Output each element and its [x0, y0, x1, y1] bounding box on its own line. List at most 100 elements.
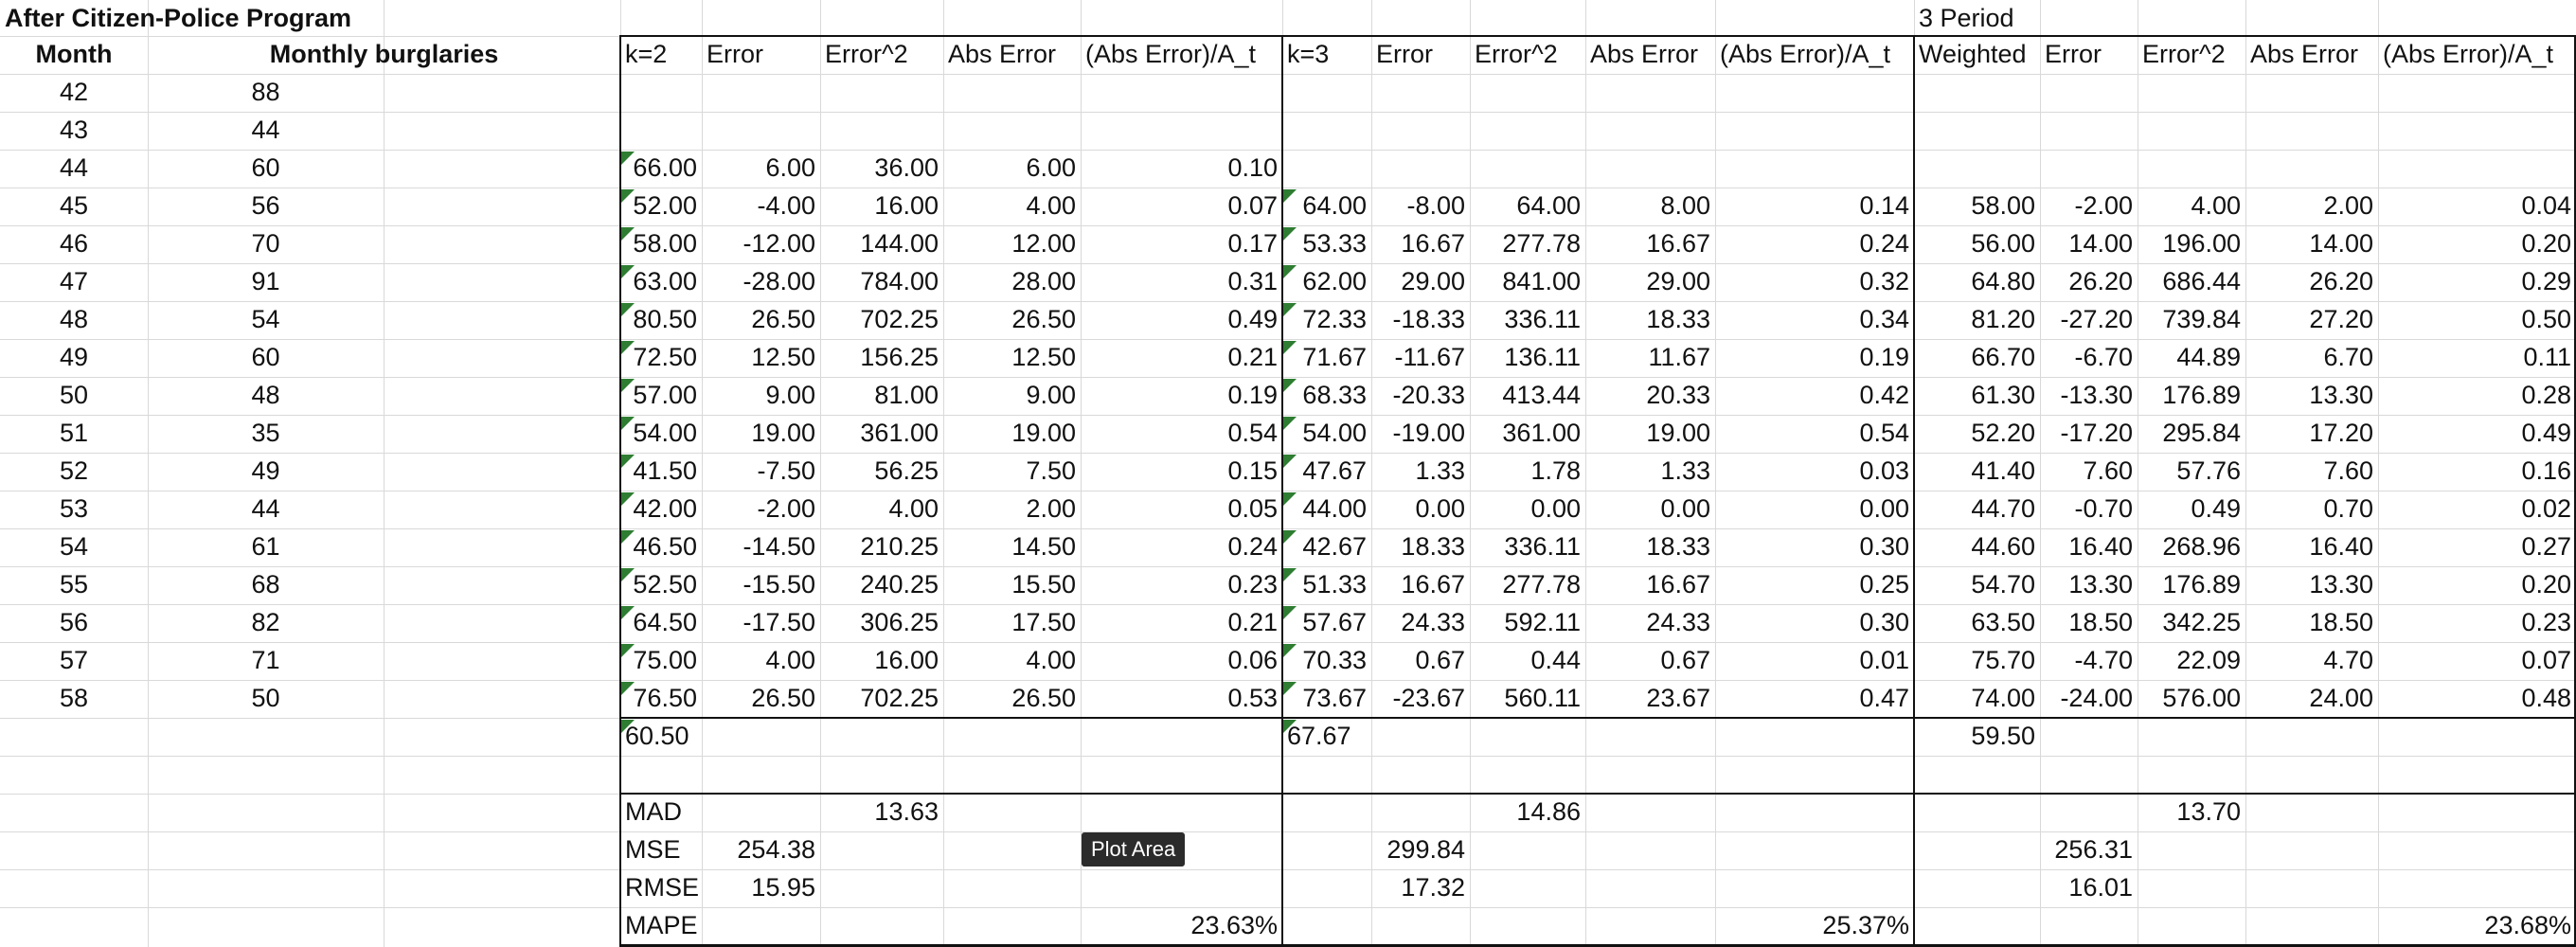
- burglaries-cell[interactable]: 82: [251, 608, 280, 636]
- forecast-cell[interactable]: 336.11: [1504, 305, 1581, 333]
- forecast-cell[interactable]: 0.67: [1415, 646, 1465, 674]
- forecast-cell[interactable]: 26.50: [751, 305, 815, 333]
- forecast-cell[interactable]: 16.67: [1646, 229, 1710, 258]
- forecast-cell[interactable]: 14.00: [2309, 229, 2373, 258]
- forecast-cell[interactable]: 0.00: [1415, 494, 1465, 523]
- forecast-cell[interactable]: 0.07: [2521, 646, 2571, 674]
- forecast-cell[interactable]: 4.00: [2191, 191, 2241, 220]
- column-header[interactable]: Error^2: [1475, 40, 1558, 68]
- burglaries-cell[interactable]: 60: [251, 153, 280, 182]
- section-title[interactable]: 3 Period: [1919, 4, 2014, 32]
- forecast-cell[interactable]: 47.67: [1302, 456, 1367, 485]
- forecast-cell[interactable]: 52.00: [633, 191, 697, 220]
- forecast-cell[interactable]: 26.50: [1011, 305, 1076, 333]
- column-header[interactable]: Error: [707, 40, 763, 68]
- forecast-cell[interactable]: 560.11: [1504, 684, 1581, 712]
- forecast-cell[interactable]: 26.20: [2309, 267, 2373, 295]
- next-forecast-cell[interactable]: 67.67: [1287, 722, 1351, 750]
- month-cell[interactable]: 53: [59, 494, 89, 523]
- forecast-cell[interactable]: 0.28: [2521, 381, 2571, 409]
- column-header[interactable]: Error: [1376, 40, 1433, 68]
- sheet-title[interactable]: After Citizen-Police Program: [5, 4, 352, 32]
- column-header[interactable]: k=2: [625, 40, 668, 68]
- forecast-cell[interactable]: -12.00: [742, 229, 815, 258]
- burglaries-cell[interactable]: 50: [251, 684, 280, 712]
- forecast-cell[interactable]: 361.00: [860, 419, 939, 447]
- forecast-cell[interactable]: 18.50: [2068, 608, 2133, 636]
- forecast-cell[interactable]: 2.00: [1026, 494, 1076, 523]
- forecast-cell[interactable]: 0.07: [1227, 191, 1278, 220]
- forecast-cell[interactable]: 592.11: [1504, 608, 1581, 636]
- forecast-cell[interactable]: 0.34: [1859, 305, 1909, 333]
- forecast-cell[interactable]: 72.33: [1302, 305, 1367, 333]
- burglaries-cell[interactable]: 68: [251, 570, 280, 599]
- forecast-cell[interactable]: 295.84: [2162, 419, 2241, 447]
- forecast-cell[interactable]: 44.70: [1971, 494, 2035, 523]
- forecast-cell[interactable]: 13.30: [2068, 570, 2133, 599]
- forecast-cell[interactable]: 0.20: [2521, 570, 2571, 599]
- forecast-cell[interactable]: 0.31: [1227, 267, 1278, 295]
- forecast-cell[interactable]: 0.32: [1859, 267, 1909, 295]
- forecast-cell[interactable]: 73.67: [1302, 684, 1367, 712]
- forecast-cell[interactable]: 46.50: [633, 532, 697, 561]
- forecast-cell[interactable]: 81.00: [874, 381, 939, 409]
- month-cell[interactable]: 48: [59, 305, 89, 333]
- forecast-cell[interactable]: 75.70: [1971, 646, 2035, 674]
- forecast-cell[interactable]: 64.00: [1302, 191, 1367, 220]
- forecast-cell[interactable]: 24.33: [1401, 608, 1465, 636]
- forecast-cell[interactable]: 18.33: [1646, 305, 1710, 333]
- forecast-cell[interactable]: 44.00: [1302, 494, 1367, 523]
- header-burglaries[interactable]: Monthly burglaries: [269, 40, 499, 68]
- forecast-cell[interactable]: -15.50: [742, 570, 815, 599]
- burglaries-cell[interactable]: 44: [251, 116, 280, 144]
- forecast-cell[interactable]: 16.40: [2068, 532, 2133, 561]
- forecast-cell[interactable]: 68.33: [1302, 381, 1367, 409]
- month-cell[interactable]: 56: [59, 608, 89, 636]
- month-cell[interactable]: 50: [59, 381, 89, 409]
- forecast-cell[interactable]: -20.33: [1392, 381, 1465, 409]
- forecast-cell[interactable]: 41.50: [633, 456, 697, 485]
- forecast-cell[interactable]: 0.17: [1227, 229, 1278, 258]
- burglaries-cell[interactable]: 60: [251, 343, 280, 371]
- forecast-cell[interactable]: 13.30: [2309, 381, 2373, 409]
- forecast-cell[interactable]: 24.33: [1646, 608, 1710, 636]
- forecast-cell[interactable]: 18.50: [2309, 608, 2373, 636]
- forecast-cell[interactable]: -2.00: [2074, 191, 2133, 220]
- forecast-cell[interactable]: 576.00: [2162, 684, 2241, 712]
- forecast-cell[interactable]: 66.00: [633, 153, 697, 182]
- forecast-cell[interactable]: 16.40: [2309, 532, 2373, 561]
- forecast-cell[interactable]: 64.80: [1971, 267, 2035, 295]
- forecast-cell[interactable]: 841.00: [1502, 267, 1581, 295]
- forecast-cell[interactable]: 12.50: [1011, 343, 1076, 371]
- forecast-cell[interactable]: 4.00: [765, 646, 815, 674]
- forecast-cell[interactable]: 0.47: [1859, 684, 1909, 712]
- forecast-cell[interactable]: 29.00: [1646, 267, 1710, 295]
- forecast-cell[interactable]: 72.50: [633, 343, 697, 371]
- forecast-cell[interactable]: 0.00: [1530, 494, 1581, 523]
- forecast-cell[interactable]: 0.27: [2521, 532, 2571, 561]
- forecast-cell[interactable]: 16.00: [874, 646, 939, 674]
- forecast-cell[interactable]: 784.00: [860, 267, 939, 295]
- forecast-cell[interactable]: 0.48: [2521, 684, 2571, 712]
- forecast-cell[interactable]: 42.00: [633, 494, 697, 523]
- forecast-cell[interactable]: 0.54: [1227, 419, 1278, 447]
- forecast-cell[interactable]: 0.21: [1227, 343, 1278, 371]
- forecast-cell[interactable]: 686.44: [2162, 267, 2241, 295]
- burglaries-cell[interactable]: 56: [251, 191, 280, 220]
- forecast-cell[interactable]: 29.00: [1401, 267, 1465, 295]
- forecast-cell[interactable]: 14.00: [2068, 229, 2133, 258]
- forecast-cell[interactable]: 0.50: [2521, 305, 2571, 333]
- month-cell[interactable]: 42: [59, 78, 89, 106]
- forecast-cell[interactable]: 0.49: [2521, 419, 2571, 447]
- forecast-cell[interactable]: 62.00: [1302, 267, 1367, 295]
- forecast-cell[interactable]: 57.76: [2176, 456, 2241, 485]
- forecast-cell[interactable]: 6.00: [765, 153, 815, 182]
- forecast-cell[interactable]: -19.00: [1392, 419, 1465, 447]
- forecast-cell[interactable]: 75.00: [633, 646, 697, 674]
- forecast-cell[interactable]: 44.89: [2176, 343, 2241, 371]
- forecast-cell[interactable]: 277.78: [1502, 229, 1581, 258]
- month-cell[interactable]: 43: [59, 116, 89, 144]
- forecast-cell[interactable]: 18.33: [1646, 532, 1710, 561]
- forecast-cell[interactable]: 0.30: [1859, 608, 1909, 636]
- month-cell[interactable]: 54: [59, 532, 89, 561]
